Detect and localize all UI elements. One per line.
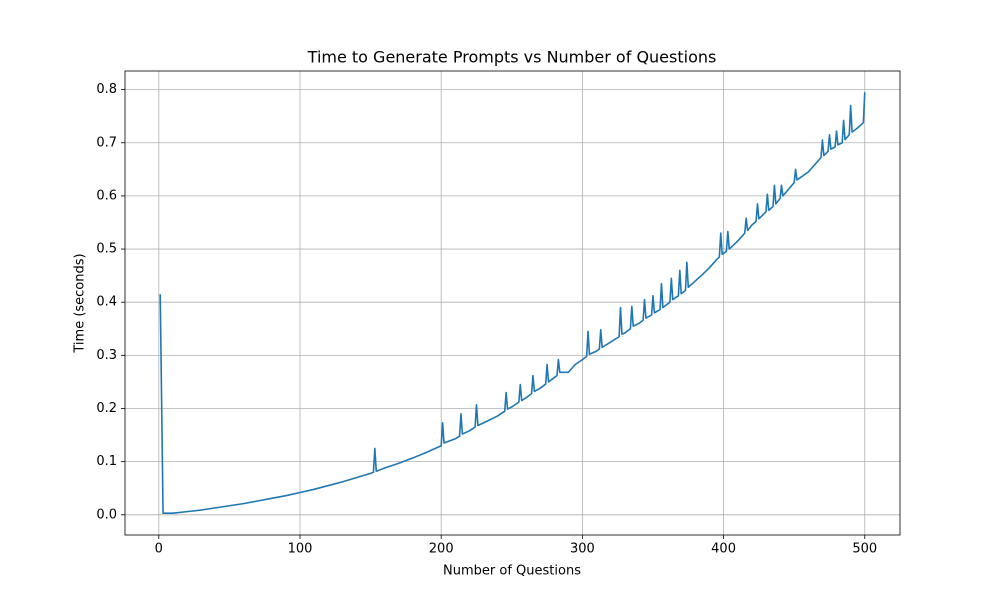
- y-tick-label: 0.6: [96, 188, 117, 203]
- x-tick-label: 500: [852, 542, 877, 557]
- y-tick-label: 0.0: [96, 507, 117, 522]
- y-tick-label: 0.1: [96, 454, 117, 469]
- plot-frame: [124, 70, 901, 536]
- x-tick-label: 300: [570, 542, 595, 557]
- y-tick-label: 0.2: [96, 401, 117, 416]
- x-tick-label: 200: [429, 542, 454, 557]
- y-tick-label: 0.4: [96, 295, 117, 310]
- x-tick-label: 0: [155, 542, 163, 557]
- data-line: [159, 92, 866, 515]
- y-tick-label: 0.5: [96, 242, 117, 257]
- y-tick-label: 0.8: [96, 82, 117, 97]
- y-axis-label: Time (seconds): [73, 253, 88, 353]
- x-tick-label: 100: [288, 542, 313, 557]
- x-tick-label: 400: [711, 542, 736, 557]
- chart-title: Time to Generate Prompts vs Number of Qu…: [307, 48, 717, 67]
- y-tick-label: 0.7: [96, 135, 117, 150]
- y-tick-label: 0.3: [96, 348, 117, 363]
- x-axis-label: Number of Questions: [443, 564, 581, 579]
